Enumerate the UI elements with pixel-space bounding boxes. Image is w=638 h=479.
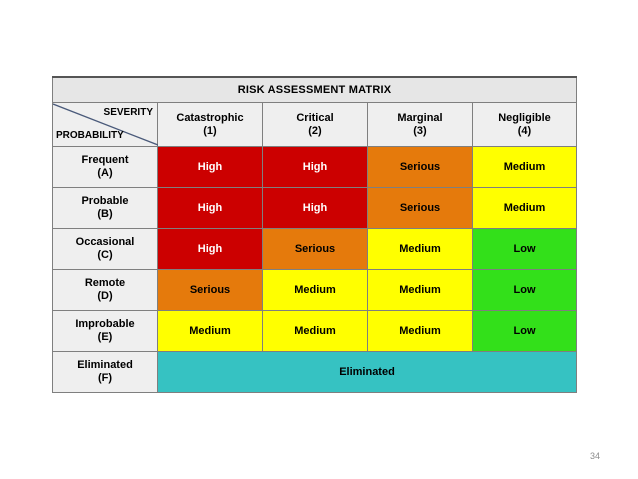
risk-cell: Serious: [367, 187, 473, 229]
probability-code: (C): [97, 249, 113, 261]
risk-cell: Low: [472, 269, 577, 311]
probability-name: Improbable: [75, 318, 135, 330]
probability-row-frequent: Frequent (A) High High Serious Medium: [52, 146, 577, 188]
probability-row-probable: Probable (B) High High Serious Medium: [52, 187, 577, 229]
probability-row-eliminated: Eliminated (F) Eliminated: [52, 351, 577, 393]
severity-header-marginal: Marginal (3): [367, 102, 473, 147]
risk-cell: Medium: [262, 269, 368, 311]
risk-cell: Medium: [367, 310, 473, 352]
probability-row-occasional: Occasional (C) High Serious Medium Low: [52, 228, 577, 270]
probability-header: Occasional (C): [52, 228, 158, 270]
probability-name: Remote: [84, 277, 126, 289]
probability-name: Occasional: [75, 236, 135, 248]
severity-name: Negligible: [498, 111, 551, 124]
risk-cell: Serious: [367, 146, 473, 188]
probability-row-improbable: Improbable (E) Medium Medium Medium Low: [52, 310, 577, 352]
probability-code: (D): [97, 290, 113, 302]
severity-header-row: SEVERITY PROBABILITY Catastrophic (1) Cr…: [52, 102, 577, 147]
probability-header: Frequent (A): [52, 146, 158, 188]
risk-cell: Medium: [367, 228, 473, 270]
risk-cell: High: [262, 187, 368, 229]
corner-diagonal-line: [53, 103, 158, 146]
risk-cell: High: [262, 146, 368, 188]
page-number: 34: [590, 451, 601, 461]
risk-cell: High: [157, 146, 263, 188]
risk-assessment-matrix: RISK ASSESSMENT MATRIX SEVERITY PROBABIL…: [52, 76, 577, 393]
severity-header-critical: Critical (2): [262, 102, 368, 147]
probability-name: Probable: [81, 195, 129, 207]
risk-cell: High: [157, 228, 263, 270]
probability-code: (B): [97, 208, 113, 220]
probability-axis-label: PROBABILITY: [56, 130, 124, 141]
probability-code: (F): [97, 372, 113, 384]
probability-row-remote: Remote (D) Serious Medium Medium Low: [52, 269, 577, 311]
risk-cell: Medium: [367, 269, 473, 311]
risk-cell: Serious: [157, 269, 263, 311]
risk-cell: Low: [472, 310, 577, 352]
severity-code: (2): [308, 124, 322, 137]
severity-name: Critical: [296, 111, 334, 124]
probability-header: Improbable (E): [52, 310, 158, 352]
risk-cell: Medium: [262, 310, 368, 352]
probability-header: Eliminated (F): [52, 351, 158, 393]
probability-header: Probable (B): [52, 187, 158, 229]
severity-header-catastrophic: Catastrophic (1): [157, 102, 263, 147]
severity-code: (3): [413, 124, 427, 137]
severity-code: (4): [517, 124, 532, 137]
probability-code: (E): [97, 331, 113, 343]
probability-name: Eliminated: [77, 359, 133, 371]
risk-cell: Medium: [157, 310, 263, 352]
eliminated-cell: Eliminated: [157, 351, 577, 393]
risk-cell: Medium: [472, 146, 577, 188]
severity-name: Marginal: [397, 111, 443, 124]
risk-cell: High: [157, 187, 263, 229]
corner-cell: SEVERITY PROBABILITY: [52, 102, 158, 147]
risk-cell: Low: [472, 228, 577, 270]
severity-name: Catastrophic: [176, 111, 244, 124]
severity-header-negligible: Negligible (4): [472, 102, 577, 147]
severity-code: (1): [203, 124, 217, 137]
probability-name: Frequent: [81, 154, 129, 166]
risk-cell: Serious: [262, 228, 368, 270]
risk-cell: Medium: [472, 187, 577, 229]
probability-code: (A): [97, 167, 113, 179]
matrix-title: RISK ASSESSMENT MATRIX: [52, 76, 577, 103]
severity-axis-label: SEVERITY: [103, 107, 153, 118]
probability-header: Remote (D): [52, 269, 158, 311]
